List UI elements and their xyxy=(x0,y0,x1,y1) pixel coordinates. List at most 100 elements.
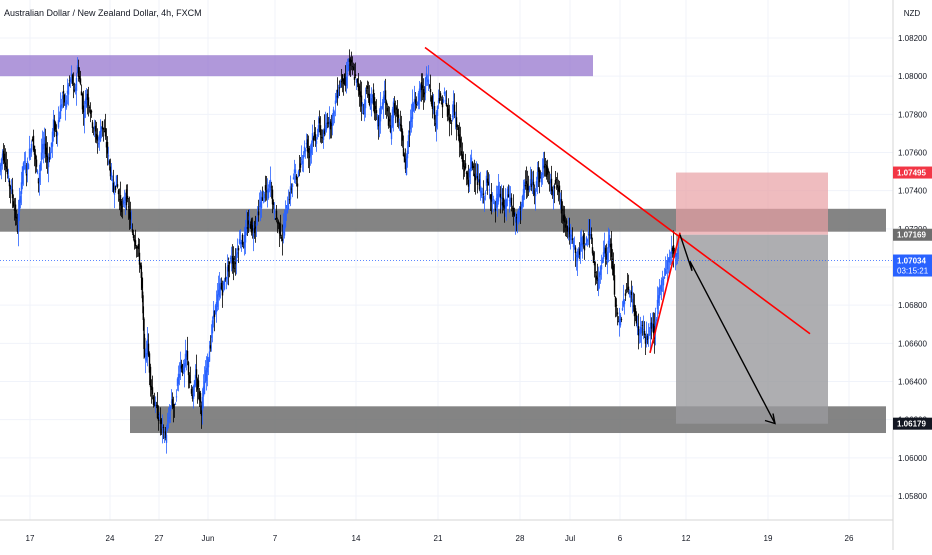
candle-down xyxy=(367,93,370,96)
candle-up xyxy=(285,205,288,209)
candle-down xyxy=(633,304,636,317)
candle-up xyxy=(315,140,318,144)
candle-up xyxy=(56,132,59,136)
candle-up xyxy=(332,109,335,117)
candle-down xyxy=(157,414,160,421)
candle-down xyxy=(420,82,423,91)
candle-down xyxy=(247,220,250,225)
y-tick-label: 1.08200 xyxy=(898,34,927,43)
candle-up xyxy=(606,251,609,263)
candle-down xyxy=(142,306,145,320)
candle-up xyxy=(178,373,181,378)
candle-up xyxy=(100,126,103,132)
candle-up xyxy=(193,380,196,388)
candle-up xyxy=(69,78,72,82)
descending-trendline[interactable] xyxy=(424,46,811,335)
candle-down xyxy=(119,195,122,206)
candle-down xyxy=(482,193,485,195)
risk-box[interactable] xyxy=(676,172,828,235)
candle-up xyxy=(41,143,44,153)
candle-down xyxy=(159,419,162,424)
candle-up xyxy=(20,182,23,194)
candle-down xyxy=(467,179,470,187)
x-tick-label: 27 xyxy=(155,534,164,543)
candle-down xyxy=(525,180,528,185)
candle-up xyxy=(262,191,265,194)
candle-up xyxy=(26,160,29,170)
candle-down xyxy=(55,130,58,137)
candle-up xyxy=(481,197,484,199)
candle-up xyxy=(113,193,116,195)
candle-up xyxy=(647,333,650,339)
candle-up xyxy=(677,247,680,249)
candle-down xyxy=(127,206,130,208)
candle-down xyxy=(188,375,191,384)
candle-up xyxy=(581,243,584,247)
candle-up xyxy=(661,278,664,280)
candle-up xyxy=(529,179,532,186)
candle-up xyxy=(587,231,590,236)
candle-down xyxy=(77,67,80,77)
candle-down xyxy=(400,125,403,133)
candle-up xyxy=(255,224,258,226)
candle-up xyxy=(97,142,100,145)
candle-down xyxy=(320,137,323,138)
candle-up xyxy=(170,401,173,403)
y-tick-label: 1.07400 xyxy=(898,187,927,196)
candle-down xyxy=(450,122,453,124)
y-tick-label: 1.06000 xyxy=(898,454,927,463)
candle-up xyxy=(49,152,52,160)
candle-up xyxy=(580,237,583,246)
projection-arrow[interactable] xyxy=(679,234,776,424)
candle-down xyxy=(612,265,615,276)
candle-up xyxy=(509,197,512,204)
candle-up xyxy=(57,120,60,128)
candle-down xyxy=(393,103,396,113)
candle-up xyxy=(222,282,225,286)
candle-up xyxy=(293,169,296,173)
candle-down xyxy=(172,403,175,408)
rising-trendline[interactable] xyxy=(649,232,681,354)
candle-down xyxy=(558,185,561,193)
y-tick-label: 1.06400 xyxy=(898,378,927,387)
candle-down xyxy=(428,85,431,87)
candle-down xyxy=(321,136,324,139)
candle-down xyxy=(457,127,460,137)
candle-down xyxy=(187,362,190,376)
candle-down xyxy=(646,336,649,340)
candle-down xyxy=(104,128,107,137)
candle-up xyxy=(549,179,552,184)
candle-down xyxy=(33,145,36,155)
candle-down xyxy=(323,129,326,134)
candle-up xyxy=(409,120,412,130)
candle-up xyxy=(599,266,602,276)
candle-down xyxy=(318,118,321,124)
candle-up xyxy=(623,300,626,305)
candle-down xyxy=(15,216,18,219)
drawings[interactable] xyxy=(0,46,893,425)
candle-down xyxy=(9,186,12,190)
candle-down xyxy=(295,175,298,180)
candle-up xyxy=(24,165,27,170)
candle-down xyxy=(583,245,586,251)
candle-down xyxy=(548,181,551,184)
candle-down xyxy=(151,387,154,395)
candle-down xyxy=(129,212,132,220)
candle-up xyxy=(10,186,13,191)
candle-down xyxy=(455,117,458,128)
candle-down xyxy=(62,90,65,94)
candle-down xyxy=(624,293,627,296)
candle-up xyxy=(618,319,621,326)
candle-down xyxy=(620,319,623,320)
candle-up xyxy=(452,101,455,113)
candle-down xyxy=(526,183,529,191)
candle-down xyxy=(254,226,257,229)
candle-up xyxy=(324,125,327,132)
candle-down xyxy=(644,337,647,344)
short-position-tool[interactable] xyxy=(676,172,828,424)
candle-up xyxy=(656,299,659,310)
candle-up xyxy=(665,271,668,273)
reward-box[interactable] xyxy=(676,234,828,424)
